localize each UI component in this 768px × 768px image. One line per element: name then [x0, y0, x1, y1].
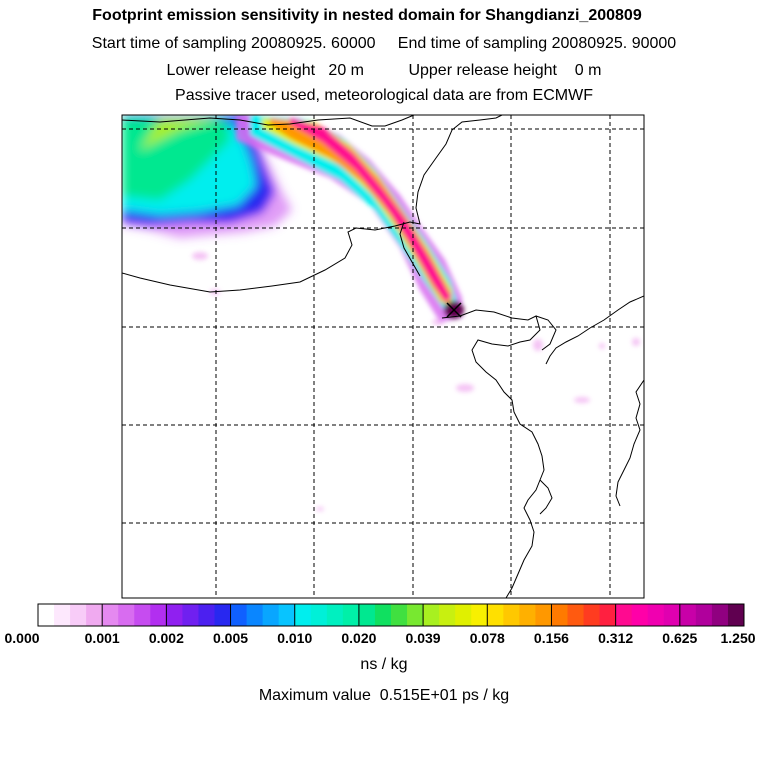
maximum-value: Maximum value 0.515E+01 ps / kg: [258, 687, 510, 704]
colorbar-swatch: [214, 604, 232, 626]
colorbar-unit: ns / kg: [360, 656, 408, 673]
colorbar-swatch: [615, 604, 633, 626]
sampling-time-line: Start time of sampling 20080925. 60000 E…: [91, 35, 677, 52]
colorbar-swatch: [38, 604, 55, 626]
colorbar-swatch: [647, 604, 665, 626]
colorbar-swatch: [54, 604, 71, 626]
colorbar-swatch: [599, 604, 617, 626]
colorbar-tick-label: 0.020: [341, 630, 377, 646]
colorbar-swatch: [567, 604, 585, 626]
colorbar-swatch: [487, 604, 504, 626]
tracer-info-line: Passive tracer used, meteorological data…: [175, 87, 593, 104]
colorbar-swatch: [679, 604, 697, 626]
colorbar-swatch: [631, 604, 649, 626]
footprint-field: [122, 115, 640, 511]
colorbar-swatch: [503, 604, 520, 626]
colorbar-swatch: [294, 604, 312, 626]
colorbar: [38, 604, 745, 626]
colorbar-swatch: [262, 604, 280, 626]
colorbar-swatch: [374, 604, 392, 626]
colorbar-tick-label: 0.000: [4, 630, 40, 646]
plot-title: Footprint emission sensitivity in nested…: [92, 7, 642, 24]
lat-lon-grid: [122, 115, 644, 598]
colorbar-tick-label: 1.250: [720, 630, 756, 646]
colorbar-swatch: [326, 604, 344, 626]
colorbar-swatch: [423, 604, 440, 626]
colorbar-swatch: [711, 604, 729, 626]
colorbar-frame: [37, 603, 745, 627]
colorbar-swatch: [439, 604, 456, 626]
colorbar-swatch: [695, 604, 713, 626]
colorbar-swatch: [182, 604, 199, 626]
colorbar-tick-label: 0.001: [84, 630, 120, 646]
colorbar-swatch: [535, 604, 552, 626]
colorbar-swatch: [166, 604, 183, 626]
colorbar-swatch: [583, 604, 601, 626]
colorbar-tick-label: 0.005: [213, 630, 249, 646]
colorbar-swatch: [310, 604, 328, 626]
colorbar-swatch: [455, 604, 472, 626]
colorbar-swatch: [118, 604, 135, 626]
colorbar-swatch: [391, 604, 408, 626]
colorbar-swatch: [519, 604, 536, 626]
colorbar-swatch: [358, 604, 376, 626]
colorbar-swatch: [727, 604, 745, 626]
colorbar-swatch: [342, 604, 360, 626]
colorbar-swatch: [471, 604, 488, 626]
colorbar-swatch: [86, 604, 103, 626]
colorbar-swatch: [407, 604, 424, 626]
colorbar-swatch: [134, 604, 151, 626]
colorbar-tick-label: 0.625: [662, 630, 698, 646]
release-site-marker: [446, 302, 462, 318]
colorbar-tick-label: 0.312: [598, 630, 634, 646]
colorbar-swatch: [150, 604, 167, 626]
colorbar-tick-label: 0.002: [148, 630, 184, 646]
coastlines: [122, 115, 644, 598]
colorbar-swatch: [198, 604, 215, 626]
map-frame: [121, 114, 645, 599]
colorbar-swatch: [230, 604, 248, 626]
colorbar-swatch: [551, 604, 568, 626]
colorbar-tick-label: 0.039: [405, 630, 441, 646]
colorbar-tick-label: 0.010: [277, 630, 313, 646]
colorbar-swatch: [278, 604, 296, 626]
colorbar-swatch: [663, 604, 681, 626]
release-height-line: Lower release height 20 m Upper release …: [166, 62, 602, 79]
colorbar-swatch: [246, 604, 264, 626]
colorbar-swatch: [102, 604, 119, 626]
colorbar-tick-label: 0.156: [533, 630, 569, 646]
colorbar-swatch: [70, 604, 87, 626]
colorbar-tick-label: 0.078: [469, 630, 505, 646]
